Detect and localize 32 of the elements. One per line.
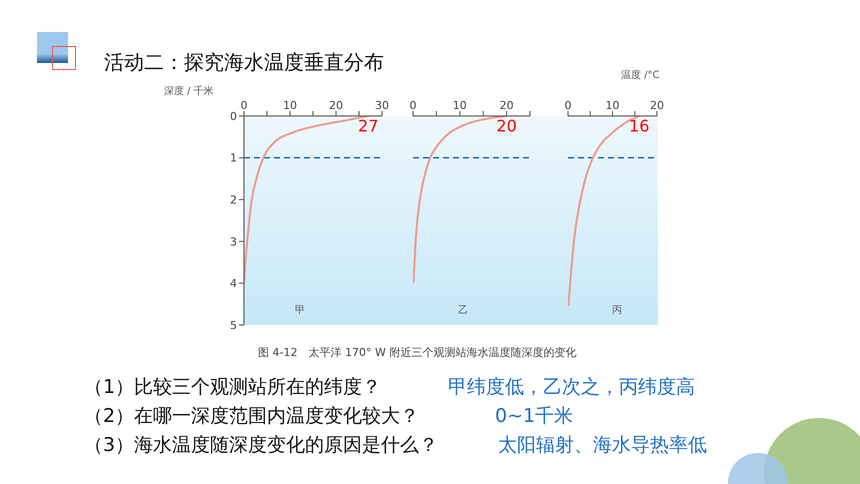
- x-tick-label: 10: [452, 99, 467, 112]
- text: （2）在哪一深度范围内温度变化较大？: [84, 405, 420, 427]
- annotation: 丙: [611, 304, 623, 317]
- annotation: 27: [358, 116, 378, 136]
- y-tick-label: 1: [230, 152, 237, 165]
- y-tick-label: 3: [230, 235, 237, 248]
- x-tick-label: 20: [329, 99, 343, 112]
- x-axis-title: 温度 /°C: [621, 68, 660, 82]
- x-tick-label: 0: [564, 99, 572, 112]
- caption: 图 4-12 太平洋 170° W 附近三个观测站海水温度随深度的变化: [258, 345, 576, 360]
- x-tick-label: 10: [606, 99, 620, 112]
- x-tick-label: 20: [650, 99, 664, 112]
- x-tick-label: 10: [283, 99, 297, 112]
- y-axis-title: 深度 / 千米: [164, 84, 214, 98]
- annotation: 甲: [294, 304, 306, 317]
- y-tick-label: 2: [230, 194, 237, 207]
- y-tick-label: 0: [230, 110, 237, 123]
- annotation: 乙: [457, 304, 469, 317]
- y-tick-label: 4: [230, 277, 237, 290]
- x-tick-label: 20: [500, 99, 514, 112]
- y-tick-label: 5: [230, 318, 237, 332]
- chart-title: 活动二：探究海水温度垂直分布: [104, 49, 384, 76]
- x-tick-label: 0: [410, 99, 416, 112]
- annotation: 20: [496, 116, 517, 136]
- text: （1）比较三个观测站所在的纬度？: [84, 376, 382, 398]
- text: 太阳辐射、海水导热率低: [498, 433, 707, 458]
- x-tick-label: 30: [375, 99, 389, 112]
- annotation: 16: [629, 116, 650, 136]
- text: 甲纬度低，乙次之，丙纬度高: [448, 375, 695, 400]
- x-tick-label: 0: [240, 99, 248, 112]
- text: （3）海水温度随深度变化的原因是什么？: [84, 434, 438, 456]
- text: 0~1千米: [495, 404, 574, 429]
